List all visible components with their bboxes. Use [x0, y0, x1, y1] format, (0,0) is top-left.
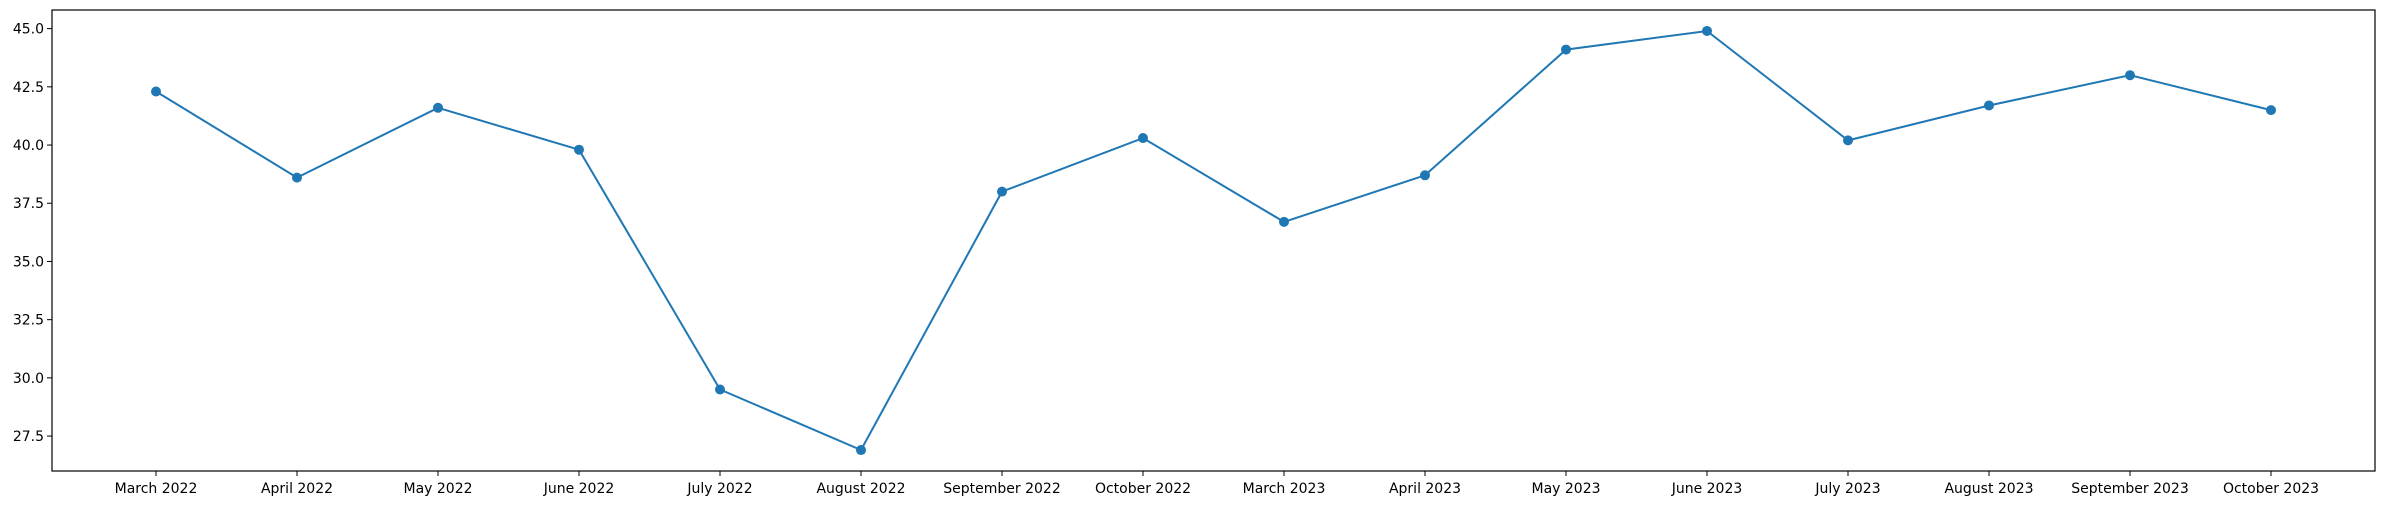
x-tick-label: September 2023	[2071, 481, 2188, 497]
data-point	[2125, 70, 2135, 81]
y-tick-label: 45.0	[13, 22, 44, 38]
x-tick-label: September 2022	[943, 481, 1060, 497]
plot-area	[151, 25, 2276, 456]
data-point	[997, 186, 1007, 197]
x-tick-label: May 2022	[403, 481, 472, 497]
x-tick-label: May 2023	[1531, 481, 1600, 497]
y-tick-label: 32.5	[13, 313, 44, 329]
x-axis: March 2022 April 2022 May 2022 June 2022 Jul…	[115, 471, 2319, 497]
series-line	[155, 29, 2272, 452]
y-tick-label: 37.5	[13, 196, 44, 212]
data-point	[292, 172, 302, 183]
plot-frame	[51, 9, 2376, 472]
x-tick-label: October 2022	[1095, 481, 1191, 497]
x-tick-label: July 2022	[686, 481, 752, 497]
y-tick-label: 40.0	[13, 138, 44, 154]
x-tick-label: April 2022	[261, 481, 333, 497]
data-point	[2266, 105, 2276, 116]
x-tick-label: August 2022	[816, 481, 905, 497]
data-point	[1561, 44, 1571, 55]
data-point	[1138, 133, 1148, 144]
data-point	[1279, 216, 1289, 227]
y-tick-label: 30.0	[13, 371, 44, 387]
data-point	[1843, 135, 1853, 146]
y-tick-label: 35.0	[13, 254, 44, 270]
data-point	[574, 144, 584, 155]
x-tick-label: June 2022	[543, 481, 615, 497]
y-tick-label: 27.5	[13, 429, 44, 445]
y-axis: 27.5 30.0 32.5 35.0 37.5 40.0 42.5 45.0	[13, 22, 52, 445]
data-point	[433, 102, 443, 113]
data-point	[1984, 100, 1994, 111]
y-tick-label: 42.5	[13, 80, 44, 96]
data-point	[151, 86, 161, 97]
x-tick-label: August 2023	[1944, 481, 2033, 497]
x-tick-label: March 2023	[1243, 481, 1326, 497]
x-tick-label: March 2022	[115, 481, 198, 497]
x-tick-label: July 2023	[1814, 481, 1880, 497]
x-tick-label: April 2023	[1389, 481, 1461, 497]
x-tick-label: October 2023	[2223, 481, 2319, 497]
data-point	[1702, 25, 1712, 36]
data-point	[1420, 170, 1430, 181]
x-tick-label: June 2023	[1671, 481, 1743, 497]
data-point	[715, 384, 725, 395]
data-point	[856, 445, 866, 456]
